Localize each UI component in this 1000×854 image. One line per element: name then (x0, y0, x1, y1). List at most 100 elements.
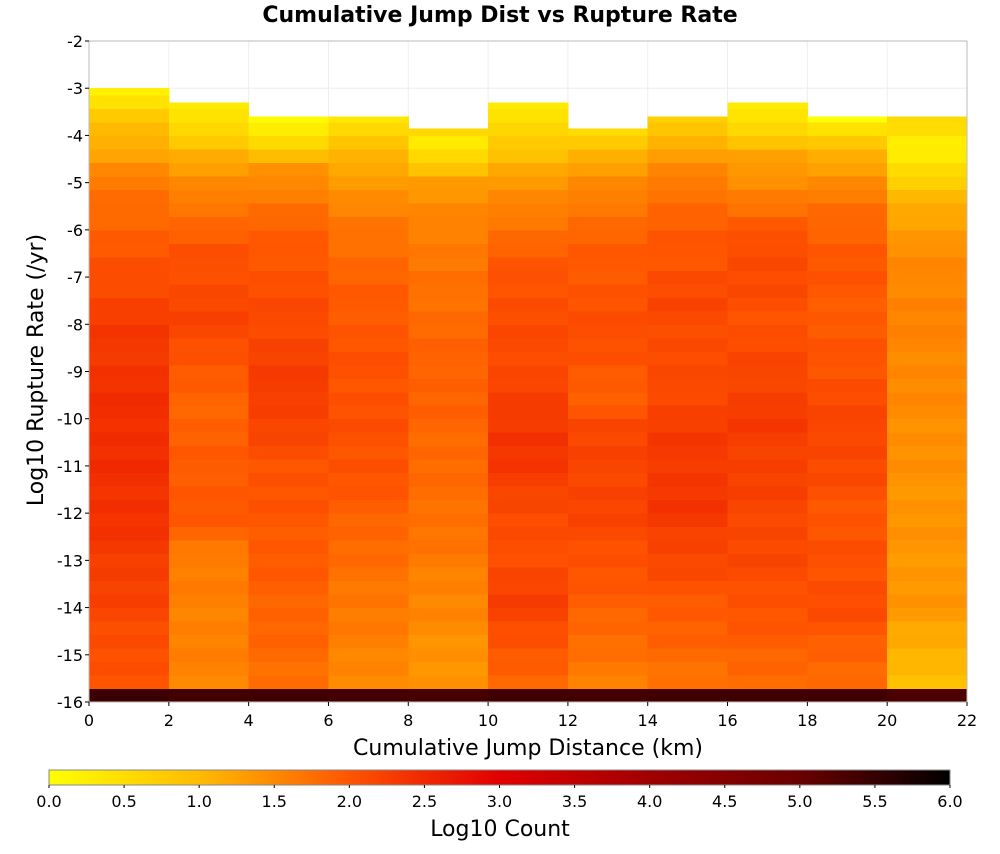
heatmap-cell (408, 189, 489, 204)
heatmap-cell (488, 553, 569, 568)
x-tick-label: 10 (478, 711, 498, 730)
heatmap-cell (807, 243, 888, 258)
heatmap-cell (408, 594, 489, 609)
heatmap-cell (248, 688, 329, 703)
colorbar-tick-label: 2.5 (412, 792, 437, 811)
heatmap-cell (168, 324, 250, 339)
heatmap-cell (328, 391, 409, 406)
heatmap-cell (89, 216, 170, 231)
heatmap-cell (328, 661, 409, 676)
heatmap-cell (89, 108, 170, 123)
heatmap-cell (168, 648, 250, 663)
heatmap-cell (567, 270, 649, 285)
heatmap-cell (647, 310, 729, 325)
heatmap-cell (807, 540, 888, 555)
heatmap-cell (647, 540, 729, 555)
heatmap-cell (727, 418, 808, 433)
heatmap-cell (807, 472, 888, 487)
heatmap-cell (647, 567, 729, 582)
heatmap-cell (408, 607, 489, 622)
x-tick-label: 14 (638, 711, 658, 730)
heatmap-cell (168, 526, 250, 541)
heatmap-cell (89, 202, 170, 217)
heatmap-cell (567, 553, 649, 568)
heatmap-cell (567, 310, 649, 325)
heatmap-cell (727, 283, 808, 298)
heatmap-cell (887, 405, 968, 420)
heatmap-cell (89, 310, 170, 325)
heatmap-cell (488, 594, 569, 609)
heatmap-cell (887, 324, 968, 339)
plot-area (88, 40, 968, 703)
heatmap-cell (248, 513, 329, 528)
heatmap-cell (248, 553, 329, 568)
heatmap-cell (887, 337, 968, 352)
heatmap-cell (248, 499, 329, 514)
heatmap-cell (488, 175, 569, 190)
heatmap-cell (647, 256, 729, 271)
heatmap-cell (488, 580, 569, 595)
heatmap-cell (89, 162, 170, 177)
heatmap-cell (248, 580, 329, 595)
heatmap-cell (168, 148, 250, 163)
heatmap-cell (89, 229, 170, 244)
heatmap-cell (727, 202, 808, 217)
colorbar-tick-label: 2.0 (337, 792, 362, 811)
heatmap-cell (89, 540, 170, 555)
heatmap-cell (887, 661, 968, 676)
heatmap-cell (488, 162, 569, 177)
heatmap-cell (408, 128, 489, 136)
heatmap-cell (567, 337, 649, 352)
heatmap-cell (328, 513, 409, 528)
heatmap-cell (89, 607, 170, 622)
heatmap-cell (168, 540, 250, 555)
heatmap-cell (567, 324, 649, 339)
heatmap-cell (168, 621, 250, 636)
heatmap-cell (168, 243, 250, 258)
heatmap-cell (248, 648, 329, 663)
heatmap-cell (248, 175, 329, 190)
heatmap-cell (887, 148, 968, 163)
heatmap-cell (567, 148, 649, 163)
heatmap-cell (89, 486, 170, 501)
heatmap-cell (727, 229, 808, 244)
heatmap-cell (168, 432, 250, 447)
heatmap-cell (488, 216, 569, 231)
heatmap-cell (89, 256, 170, 271)
heatmap-cell (647, 445, 729, 460)
heatmap-cell (328, 472, 409, 487)
heatmap-cell (168, 337, 250, 352)
heatmap-cell (727, 540, 808, 555)
heatmap-cell (887, 513, 968, 528)
heatmap-cell (647, 202, 729, 217)
x-tick-label: 18 (797, 711, 817, 730)
heatmap-cell (807, 607, 888, 622)
heatmap-cell (89, 378, 170, 393)
colorbar-tick-label: 1.0 (186, 792, 211, 811)
heatmap-cell (328, 162, 409, 177)
heatmap-cell (807, 175, 888, 190)
y-tick-label: -12 (57, 504, 83, 523)
heatmap-cell (567, 391, 649, 406)
heatmap-cell (807, 116, 888, 123)
heatmap-cell (89, 432, 170, 447)
heatmap-cell (807, 189, 888, 204)
heatmap-cell (408, 567, 489, 582)
heatmap-cell (887, 189, 968, 204)
heatmap-cell (488, 202, 569, 217)
heatmap-cell (328, 175, 409, 190)
heatmap-cell (328, 594, 409, 609)
heatmap-cell (408, 418, 489, 433)
heatmap-cell (248, 229, 329, 244)
heatmap-cell (727, 513, 808, 528)
colorbar-tick-label: 6.0 (937, 792, 962, 811)
heatmap-cell (168, 513, 250, 528)
heatmap-cell (328, 499, 409, 514)
heatmap-cell (727, 526, 808, 541)
heatmap-cell (168, 418, 250, 433)
heatmap-cell (727, 594, 808, 609)
heatmap-cell (168, 499, 250, 514)
heatmap-cell (807, 513, 888, 528)
heatmap-cell (89, 324, 170, 339)
heatmap-cell (248, 216, 329, 231)
